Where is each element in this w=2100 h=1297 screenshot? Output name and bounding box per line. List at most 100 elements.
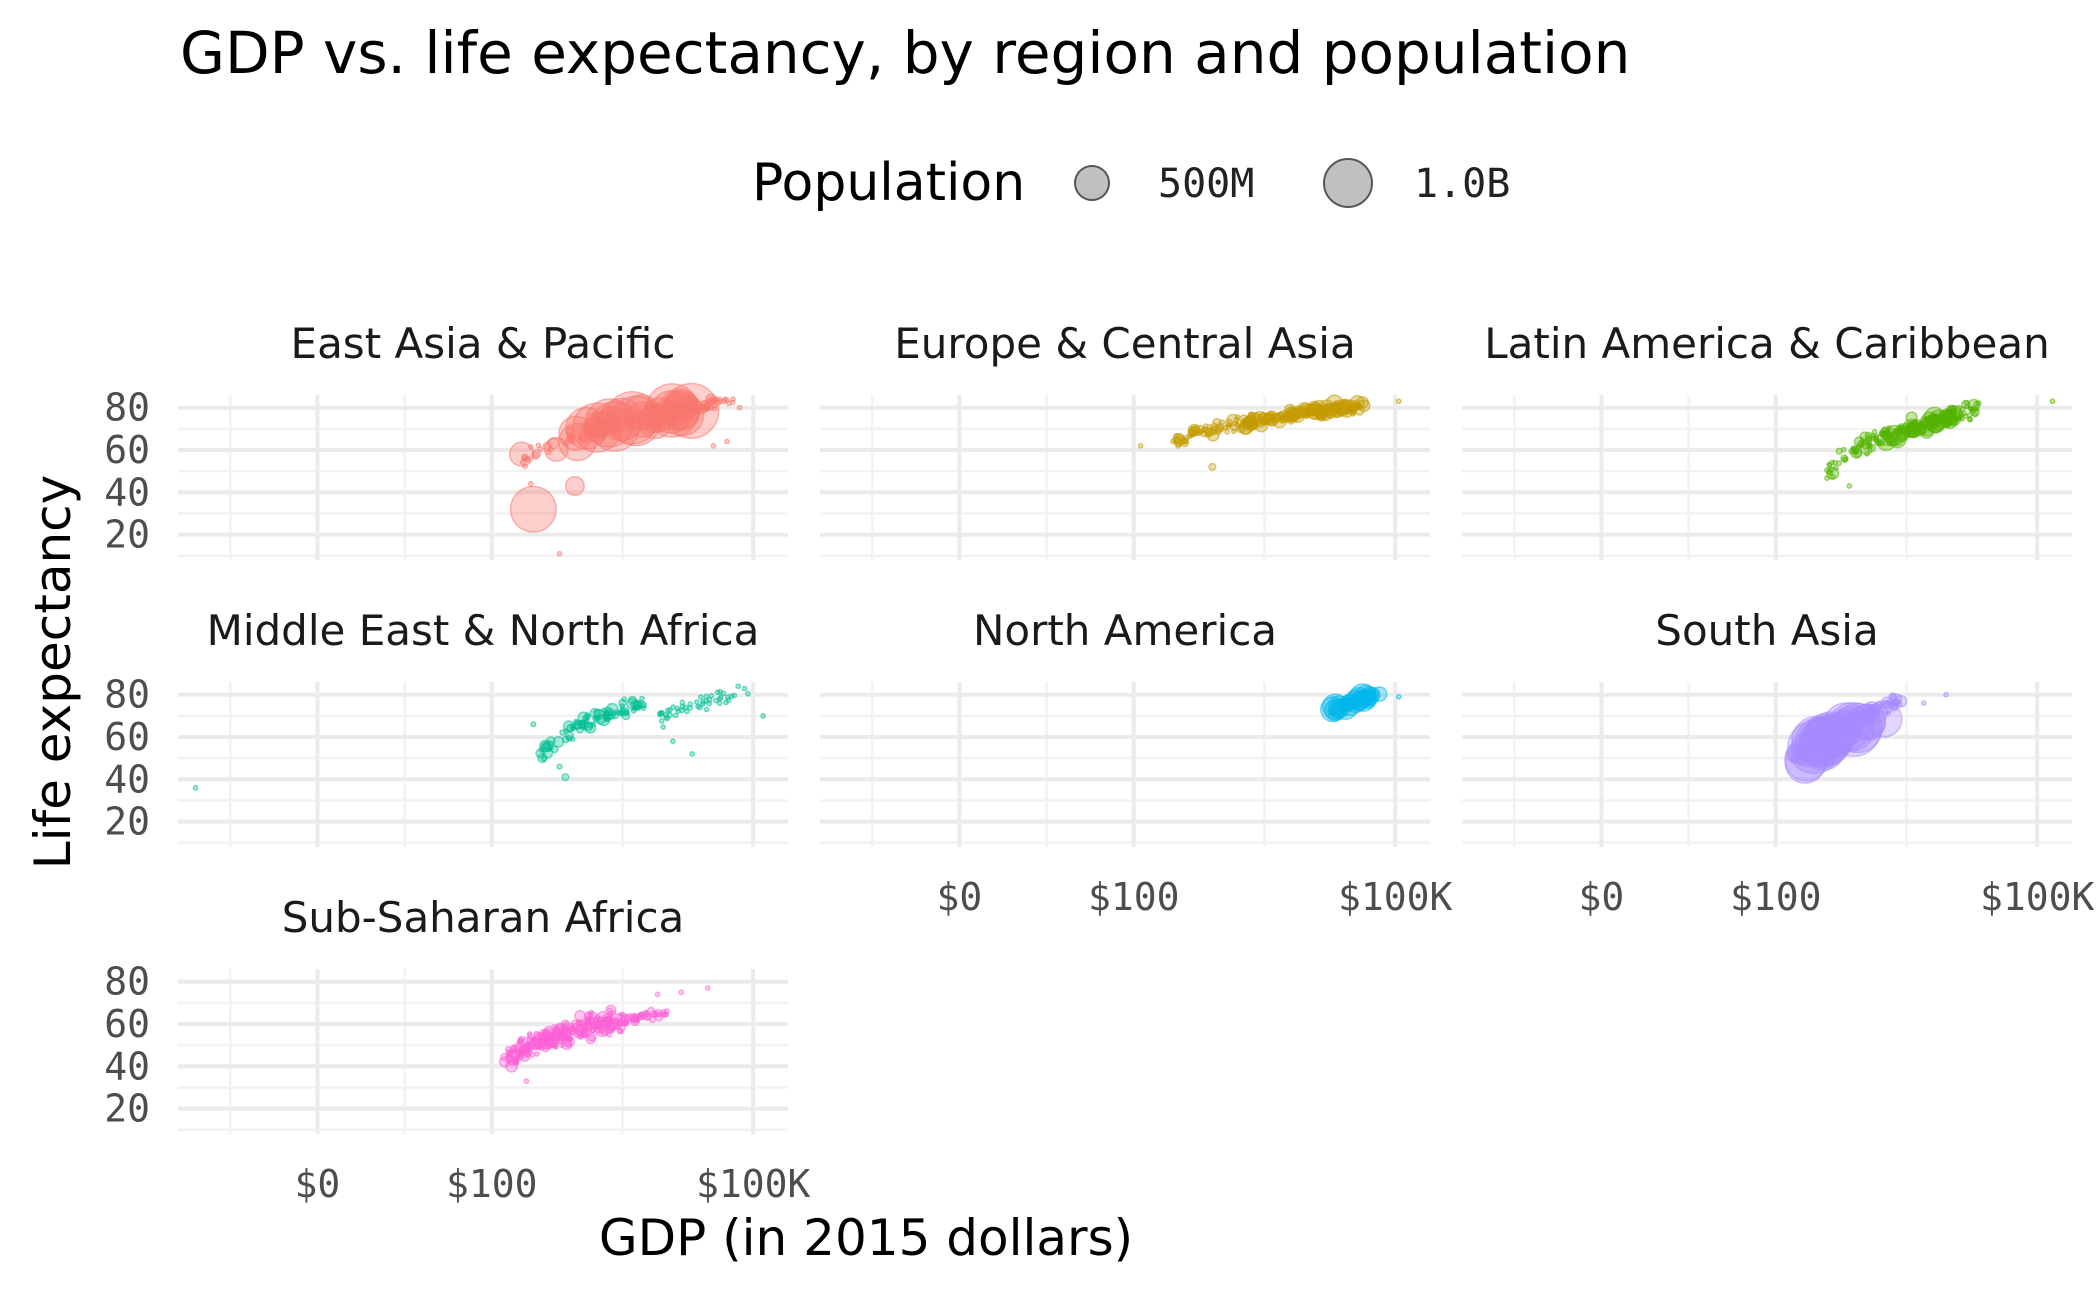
data-point (525, 455, 532, 462)
data-point (723, 699, 729, 706)
data-point (523, 1078, 530, 1085)
data-point (1846, 483, 1853, 489)
data-point (1885, 432, 1892, 439)
data-point (631, 414, 638, 420)
data-point (615, 416, 621, 423)
x-tick-label: $100K (1338, 875, 1453, 919)
data-point (710, 442, 717, 449)
data-point (657, 1011, 663, 1018)
data-point (689, 751, 696, 757)
data-point (1799, 745, 1806, 752)
y-tick-label: 80 (104, 673, 150, 717)
data-point (541, 756, 547, 762)
data-point (1240, 418, 1247, 425)
data-point (1204, 431, 1211, 438)
data-point (621, 696, 628, 702)
data-point (588, 1009, 595, 1016)
data-point (709, 398, 716, 405)
data-point (1960, 405, 1966, 412)
data-point (700, 701, 706, 707)
legend-label-1b: 1.0B (1414, 161, 1510, 207)
data-point (664, 1008, 670, 1014)
data-point (703, 693, 710, 700)
data-point (526, 1036, 532, 1043)
data-point (580, 422, 587, 429)
data-point (581, 724, 588, 731)
data-point (711, 405, 718, 412)
data-point (598, 1028, 605, 1035)
data-point (596, 1016, 603, 1023)
y-tick-label: 20 (104, 513, 150, 557)
x-tick-label: $100K (696, 1162, 811, 1206)
data-point (1924, 416, 1930, 423)
y-tick-label: 40 (104, 470, 150, 514)
data-point (1354, 402, 1361, 409)
x-axis-title: GDP (in 2015 dollars) (599, 1209, 1133, 1267)
data-point (679, 699, 686, 706)
data-point (577, 1034, 584, 1040)
data-point (541, 741, 550, 750)
data-point (669, 415, 676, 421)
data-point (607, 413, 614, 420)
legend-title: Population (752, 153, 1025, 213)
data-point (598, 425, 605, 431)
data-point (671, 405, 677, 412)
data-point (603, 1018, 610, 1025)
data-point (577, 434, 584, 441)
data-point (654, 991, 661, 998)
data-point (1908, 426, 1915, 433)
data-point (741, 685, 748, 692)
data-point (1973, 400, 1980, 407)
legend: Population 500M 1.0B (752, 153, 1510, 213)
facet-strip-label: North America (973, 606, 1277, 655)
data-point (1202, 426, 1208, 433)
data-point (1366, 689, 1378, 700)
data-point (580, 719, 587, 726)
data-point (1197, 428, 1204, 435)
data-point (613, 1018, 619, 1024)
data-point (651, 416, 658, 423)
data-point (1790, 756, 1797, 763)
data-point (720, 690, 727, 697)
data-point (613, 425, 620, 432)
data-point (522, 463, 528, 470)
data-point (585, 1018, 592, 1025)
data-point (509, 485, 557, 533)
y-axis-title: Life expectancy (24, 475, 82, 869)
data-point (570, 725, 577, 732)
data-point (701, 407, 707, 414)
data-point (606, 1007, 613, 1014)
data-point (585, 1023, 592, 1030)
data-point (592, 717, 599, 723)
data-point (1833, 464, 1839, 471)
data-point (618, 1028, 624, 1035)
data-point (731, 692, 738, 699)
data-point (1286, 415, 1293, 422)
data-point (538, 1033, 545, 1040)
data-point (678, 989, 685, 996)
data-point (575, 1019, 582, 1025)
data-point (519, 459, 526, 466)
facet-strip-label: South Asia (1655, 606, 1878, 655)
data-point (602, 419, 608, 426)
data-point (636, 1012, 643, 1019)
data-point (1826, 461, 1833, 468)
panel-europe-and-central-asia: Europe & Central Asia (820, 319, 1430, 560)
data-point (524, 1052, 531, 1058)
x-tick-label: $0 (1579, 875, 1625, 919)
data-point (1173, 433, 1180, 439)
data-point (547, 1032, 554, 1039)
data-point (556, 550, 563, 557)
data-point (538, 746, 545, 753)
data-point (531, 1043, 538, 1050)
data-point (1866, 713, 1872, 720)
data-point (1297, 407, 1304, 414)
data-point (651, 408, 658, 415)
data-point (676, 409, 682, 416)
data-point (642, 411, 649, 418)
x-tick-label: $100 (446, 1162, 538, 1206)
data-point (1876, 438, 1882, 445)
data-point (1395, 693, 1402, 700)
data-point (645, 1014, 652, 1021)
